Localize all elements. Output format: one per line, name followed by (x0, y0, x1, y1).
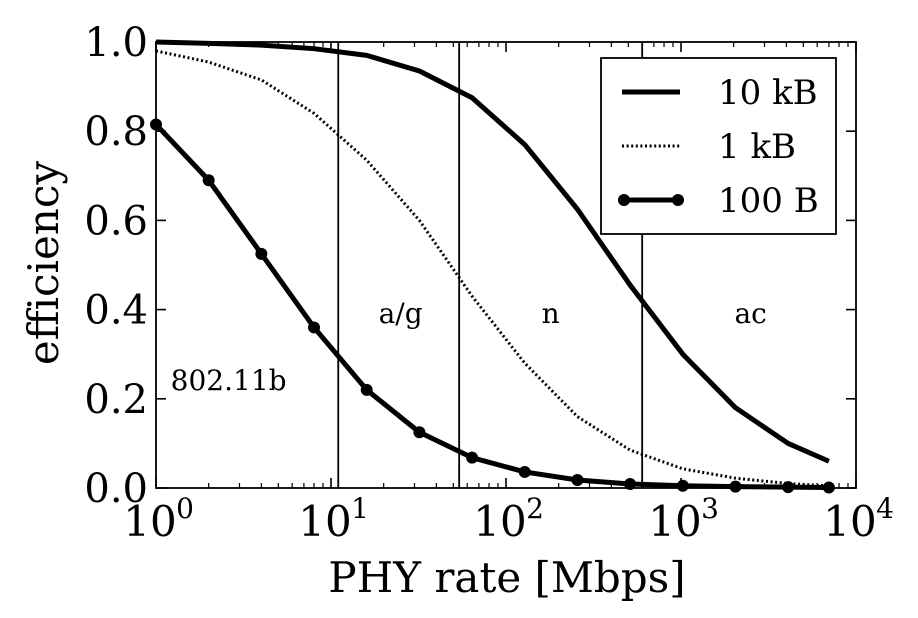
x-axis: 10 0 10 1 10 2 10 3 10 4 (123, 42, 894, 546)
data-point (518, 465, 531, 478)
x-tick-exponent: 3 (701, 492, 719, 525)
y-tick-label: 0.2 (84, 377, 148, 423)
data-point (571, 473, 584, 486)
legend-label: 100 B (718, 181, 819, 221)
region-label-n: n (542, 297, 560, 330)
legend: 10 kB 1 kB 100 B (600, 57, 837, 235)
series-line-10-kb (155, 39, 830, 464)
series-line-1-kb (155, 49, 829, 488)
y-tick-label: 1.0 (84, 20, 148, 66)
region-label-ag: a/g (379, 297, 423, 330)
data-point (729, 480, 742, 493)
region-label-ac: ac (734, 297, 766, 330)
x-tick-exponent: 2 (526, 492, 544, 525)
x-tick-label: 10 (123, 497, 176, 546)
y-tick-label: 0.4 (84, 288, 148, 334)
data-point (676, 479, 689, 492)
data-point (466, 451, 479, 464)
data-point (360, 383, 373, 396)
x-tick-exponent: 0 (176, 492, 194, 525)
y-axis: 0.0 0.2 0.4 0.6 0.8 1.0 (84, 20, 856, 512)
x-axis-label: PHY rate [Mbps] (328, 553, 685, 602)
legend-label: 1 kB (718, 127, 796, 167)
y-tick-label: 0.0 (84, 466, 148, 512)
data-point (202, 174, 215, 187)
legend-label: 10 kB (718, 73, 818, 113)
x-tick-label: 10 (823, 497, 876, 546)
y-axis-label: efficiency (19, 161, 68, 366)
series-line-100-b (154, 122, 829, 491)
x-tick-label: 10 (648, 497, 701, 546)
data-point (413, 426, 426, 439)
x-tick-exponent: 1 (351, 492, 369, 525)
x-tick-label: 10 (298, 497, 351, 546)
data-point (255, 247, 268, 260)
legend-marker (618, 194, 630, 206)
x-tick-exponent: 4 (876, 492, 894, 525)
y-tick-label: 0.6 (84, 198, 148, 244)
region-label-80211b: 802.11b (171, 364, 287, 397)
data-point (308, 321, 321, 334)
legend-marker (672, 194, 684, 206)
legend-box (600, 57, 837, 235)
x-tick-label: 10 (473, 497, 526, 546)
data-point (624, 477, 637, 490)
y-tick-label: 0.8 (84, 109, 148, 155)
